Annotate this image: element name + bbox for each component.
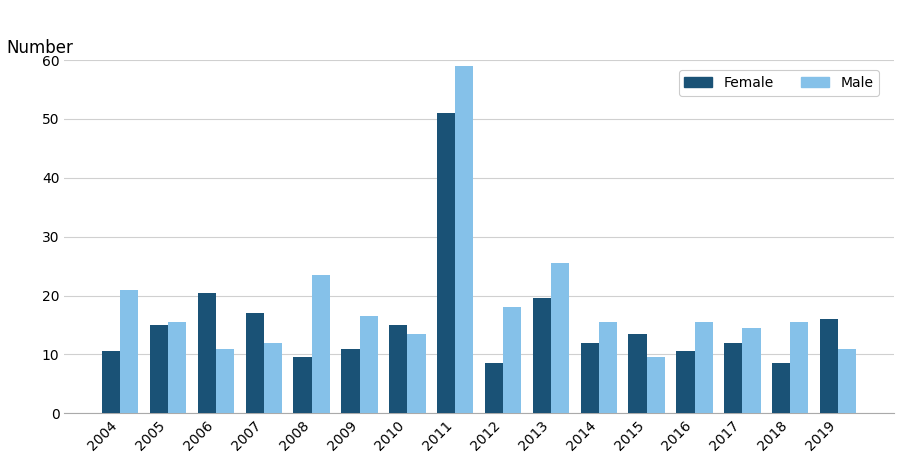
Bar bbox=[646, 358, 664, 413]
Bar bbox=[264, 343, 282, 413]
Bar bbox=[599, 322, 617, 413]
Bar bbox=[484, 363, 503, 413]
Bar bbox=[312, 275, 330, 413]
Bar bbox=[407, 334, 425, 413]
Bar bbox=[581, 343, 599, 413]
Bar bbox=[790, 322, 808, 413]
Bar bbox=[676, 351, 694, 413]
Bar bbox=[150, 325, 168, 413]
Bar bbox=[341, 349, 359, 413]
Bar bbox=[216, 349, 235, 413]
Bar bbox=[102, 351, 120, 413]
Bar bbox=[838, 349, 856, 413]
Bar bbox=[294, 358, 312, 413]
Bar bbox=[628, 334, 646, 413]
Bar bbox=[168, 322, 186, 413]
Legend: Female, Male: Female, Male bbox=[679, 71, 879, 95]
Bar bbox=[437, 113, 455, 413]
Bar bbox=[503, 307, 521, 413]
Bar bbox=[120, 290, 138, 413]
Bar bbox=[198, 292, 216, 413]
Text: Number: Number bbox=[6, 39, 73, 57]
Bar bbox=[743, 328, 761, 413]
Bar bbox=[245, 313, 264, 413]
Bar bbox=[533, 299, 551, 413]
Bar bbox=[389, 325, 407, 413]
Bar bbox=[724, 343, 743, 413]
Bar bbox=[455, 66, 474, 413]
Bar bbox=[551, 263, 569, 413]
Bar bbox=[772, 363, 790, 413]
Bar bbox=[694, 322, 713, 413]
Bar bbox=[359, 316, 378, 413]
Bar bbox=[820, 319, 838, 413]
